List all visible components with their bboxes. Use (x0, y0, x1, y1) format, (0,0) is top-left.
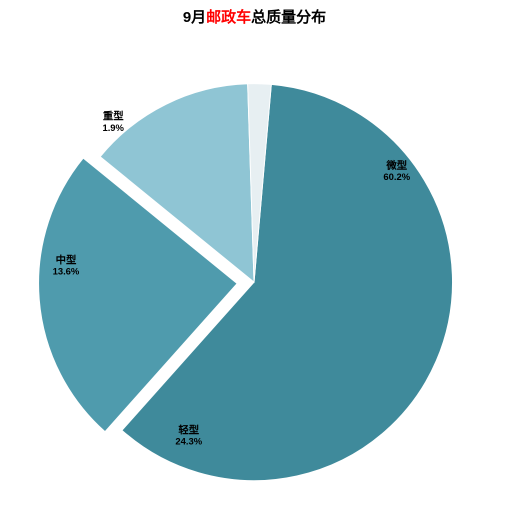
slice-percent: 13.6% (53, 267, 80, 278)
title-prefix: 9月 (183, 9, 206, 26)
slice-label: 重型 (103, 110, 124, 123)
slice-label: 中型 (56, 253, 77, 266)
slice-percent: 24.3% (175, 437, 202, 448)
title-suffix: 总质量分布 (251, 9, 326, 26)
slice-label: 轻型 (178, 423, 199, 436)
slice-percent: 1.9% (102, 123, 124, 134)
slice-label: 微型 (385, 159, 407, 172)
pie-chart: 微型60.2% 轻型24.3% 中型13.6% 重型1.9% (0, 27, 509, 509)
slice-percent: 60.2% (383, 172, 410, 183)
title-highlight: 邮政车 (206, 9, 251, 26)
chart-title: 9月邮政车总质量分布 (0, 0, 509, 27)
